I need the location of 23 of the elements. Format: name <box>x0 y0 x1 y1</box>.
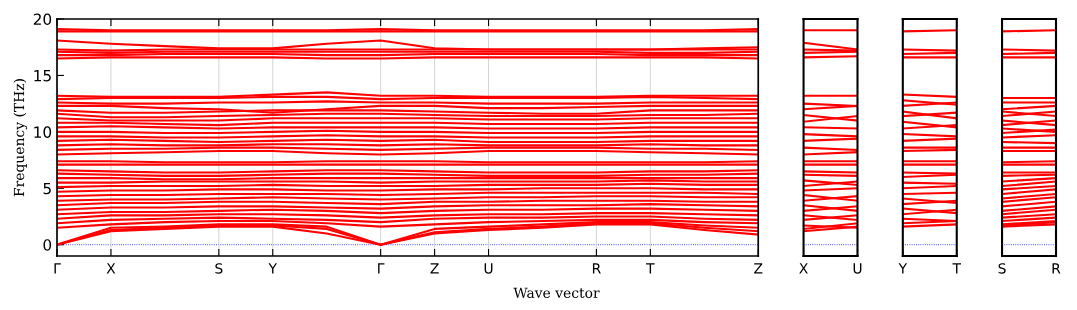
x-tick-label: R <box>1052 263 1061 274</box>
x-tick-label: S <box>998 263 1006 274</box>
x-tick-label: Γ <box>54 263 61 274</box>
y-tick-label: 20 <box>33 13 52 26</box>
x-tick-label: T <box>646 263 655 274</box>
x-tick-label: Y <box>898 263 908 274</box>
x-tick-label: Γ <box>378 263 385 274</box>
x-tick-label: T <box>952 263 962 274</box>
y-axis-title: Frequency (THz) <box>13 79 28 197</box>
x-tick-label: S <box>215 263 223 274</box>
x-tick-label: X <box>106 263 116 274</box>
y-tick-label: 5 <box>43 182 51 195</box>
x-tick-label: X <box>799 263 808 274</box>
x-axis-title: Wave vector <box>513 287 600 299</box>
x-tick-label: Y <box>268 263 278 274</box>
y-tick-label: 0 <box>43 239 52 251</box>
x-tick-label: U <box>484 263 493 274</box>
y-tick-label: 15 <box>34 70 51 82</box>
y-tick-label: 10 <box>34 126 52 138</box>
x-tick-label: R <box>592 263 601 274</box>
x-tick-label: Z <box>754 263 763 274</box>
x-tick-label: Z <box>430 263 439 274</box>
x-tick-label: U <box>853 263 862 274</box>
